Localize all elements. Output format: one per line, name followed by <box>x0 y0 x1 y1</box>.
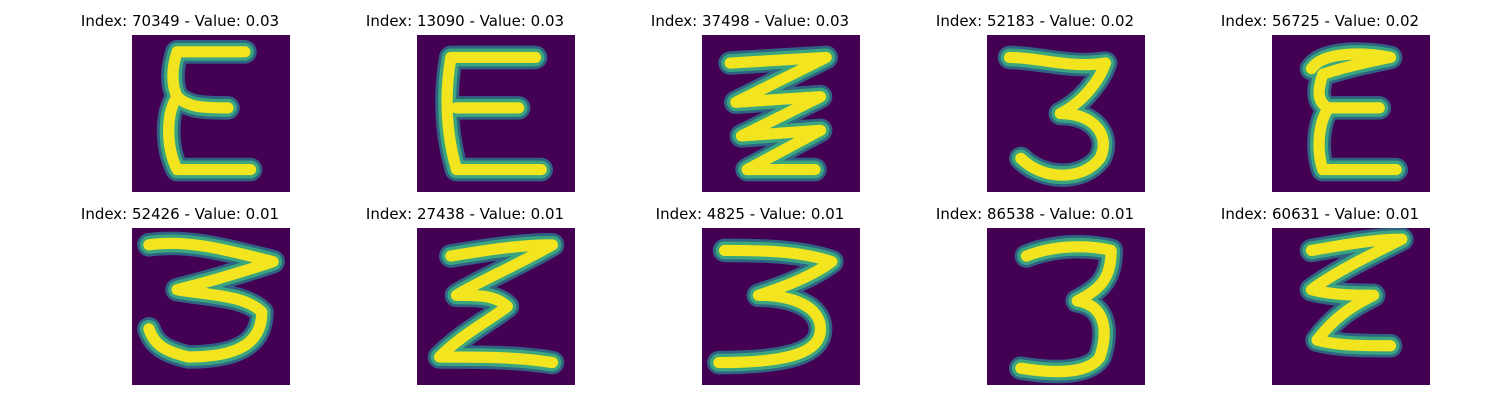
digit-stroke <box>1015 241 1117 378</box>
digit-panel: Index: 4825 - Value: 0.01 <box>600 193 900 393</box>
digit-image <box>987 228 1145 385</box>
digit-panel: Index: 56725 - Value: 0.02 <box>1170 0 1470 200</box>
digit-panel: Index: 13090 - Value: 0.03 <box>315 0 615 200</box>
panel-title: Index: 37498 - Value: 0.03 <box>650 12 850 30</box>
digit-panel: Index: 86538 - Value: 0.01 <box>885 193 1185 393</box>
panel-title: Index: 4825 - Value: 0.01 <box>655 205 845 223</box>
digit-stroke <box>143 237 279 363</box>
panel-title: Index: 52183 - Value: 0.02 <box>935 12 1135 30</box>
digit-image <box>417 228 575 385</box>
digit-stroke <box>441 51 547 176</box>
digit-image <box>417 35 575 192</box>
digit-panel: Index: 60631 - Value: 0.01 <box>1170 193 1470 393</box>
panel-title: Index: 60631 - Value: 0.01 <box>1220 205 1420 223</box>
digit-image <box>987 35 1145 192</box>
digit-panel: Index: 52183 - Value: 0.02 <box>885 0 1185 200</box>
digit-stroke <box>1305 233 1408 352</box>
digit-stroke <box>1305 48 1402 176</box>
panel-title: Index: 70349 - Value: 0.03 <box>80 12 280 30</box>
panel-title: Index: 56725 - Value: 0.02 <box>1220 12 1420 30</box>
digit-image <box>1272 35 1430 192</box>
digit-image <box>1272 228 1430 385</box>
digit-panel: Index: 52426 - Value: 0.01 <box>30 193 330 393</box>
digit-image <box>132 228 290 385</box>
digit-stroke <box>433 239 559 369</box>
digit-stroke <box>713 244 838 369</box>
panel-title: Index: 86538 - Value: 0.01 <box>935 205 1135 223</box>
digit-panel: Index: 70349 - Value: 0.03 <box>30 0 330 200</box>
panel-title: Index: 13090 - Value: 0.03 <box>365 12 565 30</box>
digit-stroke <box>724 51 832 176</box>
digit-image <box>132 35 290 192</box>
digit-panel: Index: 27438 - Value: 0.01 <box>315 193 615 393</box>
digit-stroke <box>1003 51 1112 181</box>
digit-stroke <box>163 46 257 176</box>
panel-title: Index: 27438 - Value: 0.01 <box>365 205 565 223</box>
digit-panel: Index: 37498 - Value: 0.03 <box>600 0 900 200</box>
digit-image <box>702 228 860 385</box>
panel-title: Index: 52426 - Value: 0.01 <box>80 205 280 223</box>
digit-image <box>702 35 860 192</box>
